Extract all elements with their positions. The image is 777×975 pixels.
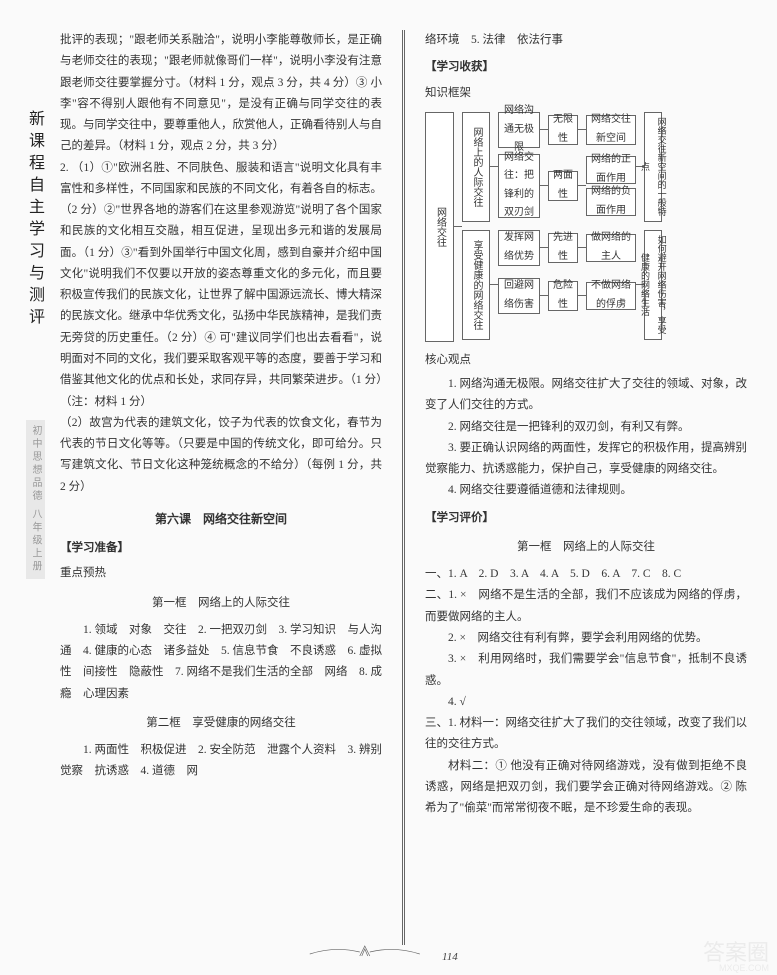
frame2-title: 第二框 享受健康的网络交往 [60, 713, 382, 734]
study-prep-label: 【学习准备】 [60, 538, 382, 559]
q2-4: 4. √ [425, 692, 747, 713]
page-number: 114 [427, 949, 473, 965]
q1: 一、1. A 2. D 3. A 4. A 5. D 6. A 7. C 8. … [425, 564, 747, 585]
fc-b2s2: 回避网络伤害 [498, 278, 540, 314]
fc-b2s2r: 危险性 [548, 281, 578, 311]
lesson-6-title: 第六课 网络交往新空间 [60, 508, 382, 530]
column-divider [402, 30, 405, 945]
eval-frame1-title: 第一框 网络上的人际交往 [425, 537, 747, 558]
fc-b2s1: 发挥网络优势 [498, 230, 540, 266]
flowchart: 网络交往 网络上的人际交往 网络沟通无极限 无限性 [425, 112, 747, 342]
para-2-label: 2. [60, 162, 69, 174]
q3-1: 三、1. 材料一：网络交往扩大了我们的交往领域，改变了我们以往的交往方式。 [425, 713, 747, 756]
right-column: 络环境 5. 法律 依法行事 【学习收获】 知识框架 网络交往 网络上的人际交往… [425, 30, 747, 945]
top-line: 络环境 5. 法律 依法行事 [425, 30, 747, 51]
study-harvest-label: 【学习收获】 [425, 57, 747, 78]
fc-b1s2r: 两面性 [548, 171, 578, 201]
para-3: （2）故宫为代表的建筑文化，饺子为代表的饮食文化，春节为代表的节日文化等等。（只… [60, 413, 382, 498]
fc-b1s2r1: 网络的正面作用 [586, 156, 636, 184]
frame1-title: 第一框 网络上的人际交往 [60, 593, 382, 614]
fc-b1: 网络上的人际交往 [462, 112, 491, 222]
fc-b1s2: 网络交往：把锋利的双刃剑 [498, 154, 540, 218]
side-sublabel: 初中思想品德 八年级上册 [26, 420, 45, 579]
fc-b1s1r: 无限性 [548, 115, 578, 145]
q2-3: 3. × 利用网络时，我们需要学会"信息节食"，抵制不良诱惑。 [425, 649, 747, 692]
q2-1: 二、1. × 网络不是生活的全部，我们不应该成为网络的俘虏，而要做网络的主人。 [425, 585, 747, 628]
q2-1-text: 1. × 网络不是生活的全部，我们不应该成为网络的俘虏，而要做网络的主人。 [425, 589, 747, 622]
q2-prefix: 二、 [425, 589, 448, 601]
fc-b1s1: 网络沟通无极限 [498, 112, 540, 148]
para-1: 批评的表现；"跟老师关系融洽"，说明小李能尊敬师长，是正确与老师交往的表现；"跟… [60, 30, 382, 158]
para-2-text: （1）①"欧洲名胜、不同肤色、服装和语言"说明文化具有丰富性和多样性，不同国家和… [60, 162, 382, 408]
knowledge-frame-label: 知识框架 [425, 83, 747, 104]
prep-subtitle: 重点预热 [60, 563, 382, 584]
fc-b2: 享受健康的网络交往 [462, 230, 491, 340]
q3-prefix: 三、 [425, 717, 448, 729]
fc-b2s1r: 先进性 [548, 233, 578, 263]
footer-ornament-icon [304, 942, 424, 960]
fc-b2s2rr: 不做网络的俘虏 [586, 282, 636, 310]
fc-b2-right: 如何避开网络伤害，享受健康的网络生活 [644, 230, 662, 340]
page-container: 新课程自主学习与测评 初中思想品德 八年级上册 批评的表现；"跟老师关系融洽"，… [0, 0, 777, 975]
study-eval-label: 【学习评价】 [425, 508, 747, 529]
q3-1-text: 1. 材料一：网络交往扩大了我们的交往领域，改变了我们以往的交往方式。 [425, 717, 747, 750]
left-column: 批评的表现；"跟老师关系融洽"，说明小李能尊敬师长，是正确与老师交往的表现；"跟… [60, 30, 382, 945]
fc-b1s1rr: 网络交往新空间 [586, 115, 636, 145]
q2-2: 2. × 网络交往有利有弊，要学会利用网络的优势。 [425, 628, 747, 649]
fc-b1s2r2: 网络的负面作用 [586, 188, 636, 216]
fc-b1-right: 网络交往新空间的一般特点 [644, 112, 662, 222]
two-columns: 批评的表现；"跟老师关系融洽"，说明小李能尊敬师长，是正确与老师交往的表现；"跟… [60, 30, 747, 945]
q3-2: 材料二：① 他没有正确对待网络游戏，没有做到拒绝不良诱惑，网络是把双刃剑，我们要… [425, 756, 747, 820]
q1-text: 1. A 2. D 3. A 4. A 5. D 6. A 7. C 8. C [448, 568, 681, 580]
side-label: 新课程自主学习与测评 [22, 110, 46, 330]
watermark-url: MXQE.COM [719, 963, 769, 973]
footer: 114 [304, 942, 472, 965]
fc-root: 网络交往 [425, 112, 454, 342]
core2: 2. 网络交往是一把锋利的双刃剑，有利又有弊。 [425, 417, 747, 438]
core3: 3. 要正确认识网络的两面性，发挥它的积极作用，提高辨别觉察能力、抗诱惑能力，保… [425, 438, 747, 481]
para-2: 2. （1）①"欧洲名胜、不同肤色、服装和语言"说明文化具有丰富性和多样性，不同… [60, 158, 382, 413]
core-view-label: 核心观点 [425, 350, 747, 371]
fc-b2s1rr: 做网络的主人 [586, 234, 636, 262]
frame2-content: 1. 两面性 积极促进 2. 安全防范 泄露个人资料 3. 辨别觉察 抗诱惑 4… [60, 740, 382, 783]
q1-prefix: 一、 [425, 568, 448, 580]
core4: 4. 网络交往要遵循道德和法律规则。 [425, 480, 747, 501]
core1: 1. 网络沟通无极限。网络交往扩大了交往的领域、对象，改变了人们交往的方式。 [425, 374, 747, 417]
frame1-content: 1. 领域 对象 交往 2. 一把双刃剑 3. 学习知识 与人沟通 4. 健康的… [60, 620, 382, 705]
